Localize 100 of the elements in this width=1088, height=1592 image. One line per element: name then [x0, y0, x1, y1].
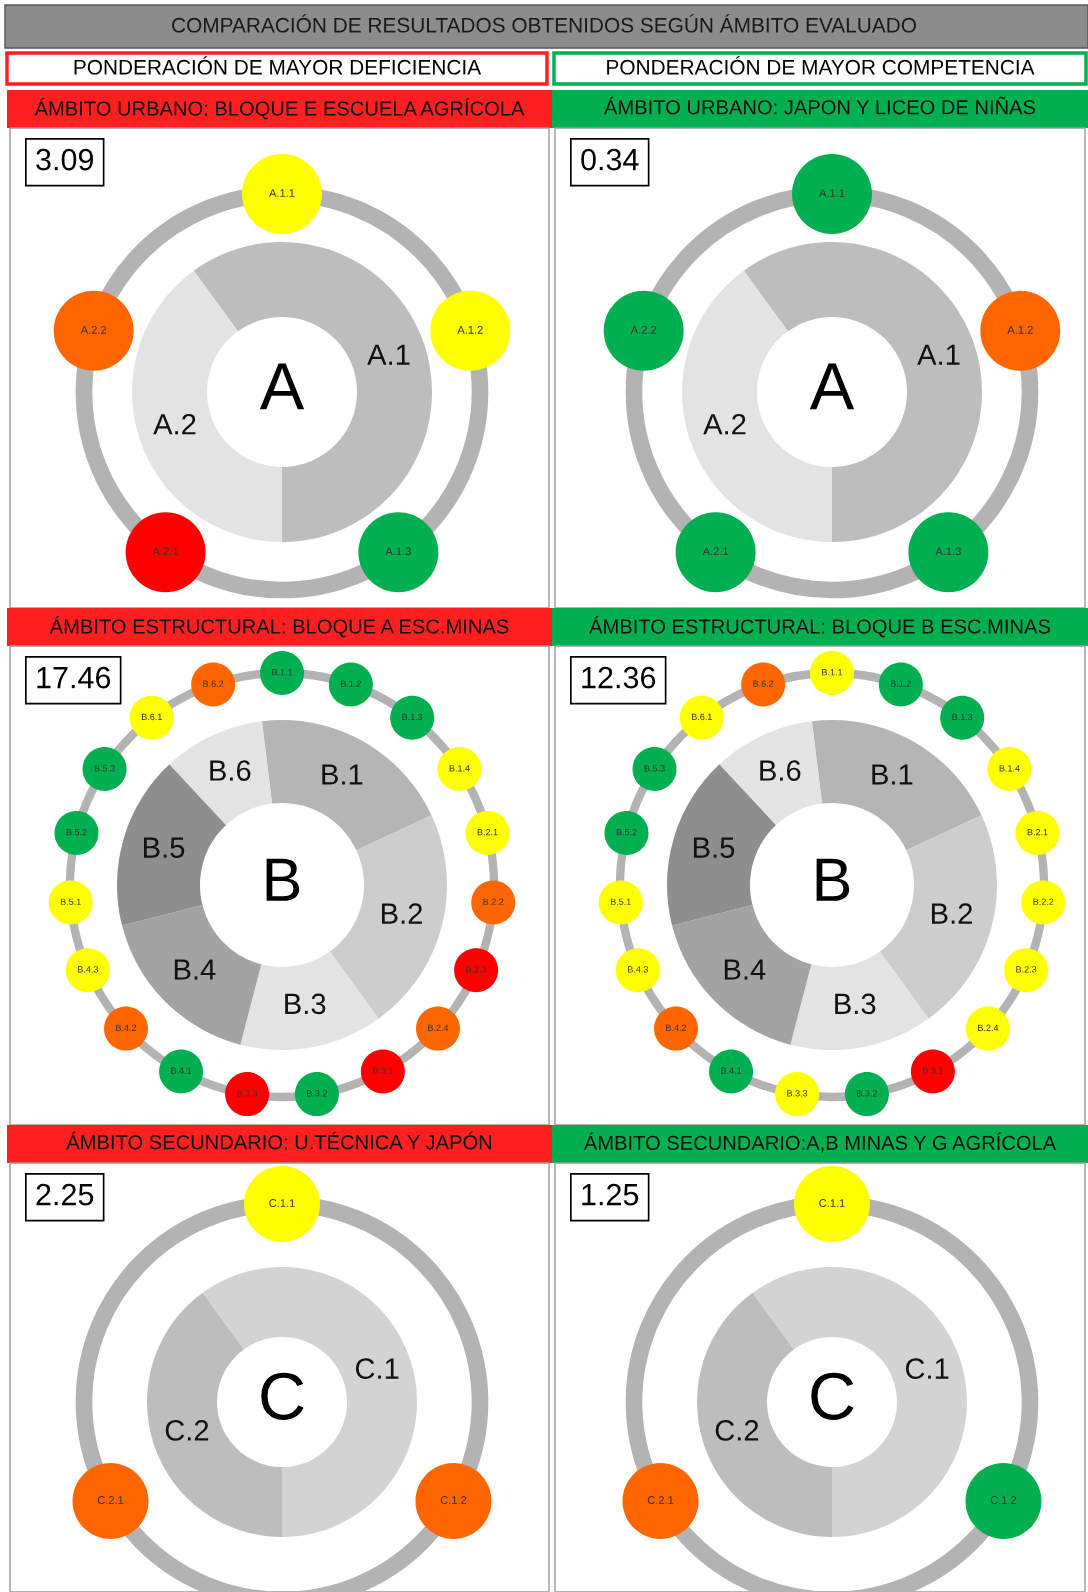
category-label: B.1.3 — [952, 713, 973, 721]
slice-label: B.4 — [724, 959, 766, 980]
category-label: A.2.1 — [702, 547, 729, 556]
donut-slice — [261, 720, 432, 851]
slice-label: B.3 — [285, 993, 326, 1015]
slice-label: B.1 — [872, 764, 913, 785]
donut-slice — [240, 951, 379, 1050]
slice-label: C.2 — [165, 1420, 209, 1441]
category-label: C.1.2 — [440, 1496, 467, 1504]
slice-label: A.1 — [917, 344, 960, 365]
category-label: B.2.4 — [978, 1024, 999, 1031]
donut-slice — [169, 721, 273, 826]
text: COMPARACIÓN DE RESULTADOS OBTENIDOS SEGÚN ÁMBITO EVALUADO — [172, 14, 916, 33]
category-label: B.2.4 — [428, 1024, 449, 1031]
text: A — [809, 363, 855, 410]
text: 0.34 — [581, 148, 639, 171]
slice-label: B.1 — [322, 764, 363, 785]
category-label: B.5.1 — [610, 898, 631, 905]
category-label: B.3.1 — [923, 1067, 943, 1074]
chart-title: ÁMBITO SECUNDARIO:A,B MINAS Y G AGRÍCOLA — [583, 1132, 1057, 1153]
category-label: B.1.1 — [822, 669, 843, 676]
slice-label: B.6 — [760, 760, 801, 781]
slice-label: A.2 — [153, 413, 196, 435]
text: PONDERACIÓN DE MAYOR COMPETENCIA — [607, 56, 1035, 75]
category-label: B.5.3 — [94, 765, 115, 772]
category-label: C.1.2 — [990, 1496, 1017, 1504]
text: 3.09 — [36, 148, 94, 171]
category-label: A.2.1 — [152, 547, 179, 556]
slice-label: A.2 — [703, 413, 746, 435]
slice-label: B.4 — [174, 959, 216, 980]
text: 17.46 — [37, 666, 111, 689]
donut-slice — [879, 815, 997, 1019]
category-label: B.1.2 — [341, 680, 361, 687]
category-label: B.3.2 — [857, 1090, 877, 1097]
category-label: B.5.2 — [616, 828, 637, 836]
category-label: A.1.1 — [819, 189, 845, 197]
text: C — [811, 1372, 854, 1420]
category-label: C.1.1 — [819, 1199, 845, 1207]
category-label: C.2.1 — [647, 1496, 674, 1504]
category-label: B.3.1 — [373, 1067, 393, 1074]
category-label: A.1.2 — [1007, 325, 1033, 334]
category-label: B.5.3 — [644, 765, 665, 772]
donut-slice — [719, 721, 823, 826]
category-label: B.3.3 — [787, 1090, 808, 1097]
slice-label: B.2 — [932, 903, 972, 924]
chart-title: ÁMBITO SECUNDARIO: U.TÉCNICA Y JAPÓN — [66, 1131, 492, 1150]
category-label: B.5.2 — [66, 828, 87, 836]
category-label: A.2.2 — [80, 325, 107, 334]
category-label: B.5.1 — [60, 898, 81, 905]
slice-label: B.3 — [835, 993, 876, 1015]
chart-title: ÁMBITO URBANO: BLOQUE E ESCUELA AGRÍCOLA — [34, 97, 525, 120]
category-label: A.1.3 — [385, 547, 411, 556]
category-label: B.1.2 — [891, 680, 911, 687]
slice-label: C.1 — [905, 1358, 949, 1379]
category-label: B.4.2 — [116, 1024, 137, 1031]
category-label: B.2.3 — [466, 966, 487, 973]
category-label: A.1.2 — [457, 325, 483, 334]
category-label: C.2.1 — [97, 1496, 124, 1504]
category-label: B.2.2 — [1033, 898, 1054, 905]
slice-label: B.2 — [382, 903, 422, 924]
donut-slice — [329, 815, 447, 1019]
donut-slice — [790, 951, 929, 1050]
slice-label: C.1 — [355, 1358, 399, 1379]
donut-slice — [811, 720, 982, 851]
text: B — [816, 858, 850, 901]
category-label: B.2.3 — [1016, 966, 1037, 973]
category-label: B.2.1 — [477, 828, 498, 836]
slice-label: B.5 — [694, 837, 735, 858]
category-label: B.4.1 — [171, 1067, 192, 1074]
text: 12.36 — [582, 666, 656, 689]
category-label: B.3.3 — [237, 1090, 258, 1097]
slice-label: A.1 — [367, 344, 410, 365]
category-label: A.1.1 — [269, 189, 295, 197]
category-label: B.4.2 — [666, 1024, 687, 1031]
category-label: B.1.4 — [449, 765, 470, 772]
chart-title: ÁMBITO URBANO: JAPON Y LICEO DE NIÑAS — [604, 96, 1036, 115]
category-label: B.6.1 — [691, 713, 712, 721]
category-label: B.1.1 — [272, 669, 293, 676]
category-label: B.1.3 — [402, 713, 423, 721]
category-label: B.4.1 — [721, 1067, 742, 1074]
text: B — [266, 858, 300, 901]
text: PONDERACIÓN DE MAYOR DEFICIENCIA — [74, 56, 482, 75]
category-label: B.6.2 — [753, 680, 774, 687]
category-label: B.6.2 — [203, 680, 224, 687]
slice-label: C.2 — [715, 1420, 759, 1441]
category-label: A.2.2 — [630, 325, 657, 334]
category-label: B.1.4 — [999, 765, 1020, 772]
text: C — [261, 1372, 304, 1420]
text: A — [259, 363, 305, 410]
chart-title: ÁMBITO ESTRUCTURAL: BLOQUE B ESC.MINAS — [589, 615, 1050, 638]
category-label: B.3.2 — [307, 1090, 327, 1097]
category-label: B.6.1 — [141, 713, 162, 721]
text: 2.25 — [36, 1183, 94, 1206]
slice-label: B.5 — [144, 837, 185, 858]
category-label: B.2.2 — [483, 898, 504, 905]
text: 1.25 — [582, 1183, 639, 1206]
slice-label: B.6 — [210, 760, 251, 781]
category-label: A.1.3 — [935, 547, 961, 556]
category-label: B.4.3 — [628, 966, 648, 973]
category-label: C.1.1 — [269, 1199, 295, 1207]
